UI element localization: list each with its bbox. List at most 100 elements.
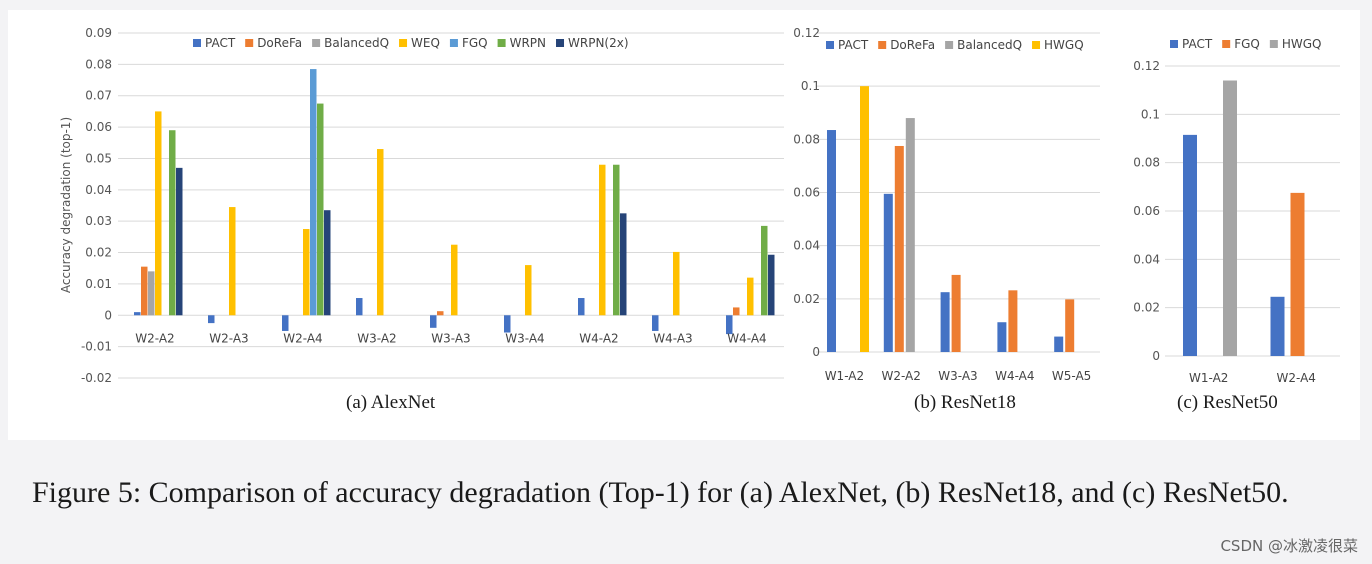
y-tick-label: 0.08 (793, 132, 820, 146)
legend-label: PACT (205, 36, 236, 50)
y-tick-label: 0.04 (1133, 252, 1160, 266)
bar-pact-w2-a4 (1270, 296, 1285, 356)
y-tick-label: 0.06 (793, 186, 820, 200)
y-tick-label: 0.05 (85, 151, 112, 165)
bar-hwgq-w1-a2 (1223, 80, 1237, 356)
bar-pact-w3-a4 (504, 315, 511, 333)
panel-c-background (1120, 10, 1360, 440)
bar-wrpn-w2-a4 (317, 103, 324, 316)
bar-weq-w2-a4 (303, 229, 310, 316)
bar-weq-w3-a4 (525, 265, 532, 316)
legend-label: WEQ (411, 36, 440, 50)
bar-wrpn2x-w4-a4 (768, 254, 775, 316)
bar-balancedq-w2-a2 (148, 271, 155, 316)
legend-swatch-weq (399, 39, 408, 47)
legend-label: BalancedQ (324, 36, 389, 50)
legend-swatch-balancedq (312, 39, 321, 47)
panel-a-background (8, 10, 786, 440)
bar-weq-w2-a3 (229, 207, 236, 316)
chart-canvas: -0.02 -0.01 0 0.01 0.02 0.03 0.04 0.05 0.06 0.07 0… (59, 26, 1340, 385)
chart-1: 0 0.02 0.04 0.06 0.08 0.1 0.12 W1-A2 W2-A2 W3-A3 W… (793, 26, 1100, 383)
y-tick-label: 0.06 (1133, 204, 1160, 218)
y-tick-label: 0.07 (85, 89, 112, 103)
x-tick-label: W2-A3 (209, 331, 248, 345)
legend-label: DoReFa (257, 36, 302, 50)
legend-swatch-fgq (449, 39, 458, 47)
y-tick-label: 0.06 (85, 120, 112, 134)
legend-swatch-dorefa (878, 41, 887, 49)
y-axis-title: Accuracy degradation (top-1) (59, 117, 73, 293)
legend-label: HWGQ (1282, 37, 1322, 51)
legend-swatch-fgq (1222, 40, 1231, 48)
bar-pact-w4-a2 (578, 298, 585, 316)
bar-dorefa-w2-a2 (141, 266, 148, 316)
legend-swatch-dorefa (245, 39, 254, 47)
y-tick-label: 0 (104, 308, 112, 322)
y-tick-label: 0 (812, 345, 820, 359)
legend-label: HWGQ (1044, 38, 1084, 52)
subcaption-resnet50: (c) ResNet50 (1177, 392, 1278, 413)
legend-label: FGQ (1234, 37, 1260, 51)
bar-dorefa-w4-a4 (733, 307, 740, 316)
y-tick-label: 0.09 (85, 26, 112, 40)
figure-caption: Figure 5: Comparison of accuracy degrada… (32, 476, 1289, 509)
panel-b-background (780, 10, 1120, 440)
legend-swatch-hwgq (1269, 40, 1278, 48)
bar-wrpn2x-w2-a2 (176, 167, 183, 316)
y-tick-label: 0.12 (793, 26, 820, 40)
bar-pact-w2-a2 (134, 312, 141, 316)
x-tick-label: W5-A5 (1052, 369, 1091, 383)
bar-wrpn2x-w2-a4 (324, 210, 331, 316)
bar-pact-w3-a2 (356, 298, 363, 316)
legend-swatch-wrpn (497, 39, 506, 47)
bar-fgq-w2-a4 (310, 69, 317, 316)
legend-swatch-pact (193, 39, 201, 47)
bar-weq-w2-a2 (155, 111, 162, 316)
bar-weq-w4-a3 (673, 251, 680, 316)
y-tick-label: 0.08 (85, 57, 112, 71)
bar-pact-w2-a2 (883, 193, 893, 352)
legend-label: DoReFa (890, 38, 935, 52)
x-tick-label: W1-A2 (825, 369, 864, 383)
x-tick-label: W4-A2 (579, 331, 618, 345)
bar-pact-w3-a3 (430, 315, 437, 328)
legend-swatch-pact (826, 41, 834, 49)
bar-dorefa-w5-a5 (1065, 299, 1075, 352)
bar-weq-w3-a2 (377, 149, 384, 316)
bar-pact-w3-a3 (940, 292, 950, 352)
bar-pact-w4-a3 (652, 315, 659, 331)
y-tick-label: 0.01 (85, 277, 112, 291)
bar-pact-w2-a4 (282, 315, 289, 331)
legend-label: FGQ (462, 36, 488, 50)
y-tick-label: 0.08 (1133, 156, 1160, 170)
y-tick-label: 0.03 (85, 214, 112, 228)
legend-label: PACT (1182, 37, 1213, 51)
y-tick-label: 0.1 (1141, 107, 1160, 121)
bar-wrpn-w4-a4 (761, 225, 768, 316)
bar-pact-w2-a3 (208, 315, 215, 324)
bar-wrpn-w4-a2 (613, 164, 620, 316)
watermark: CSDN @冰激凌很菜 (1220, 537, 1358, 555)
chart-2: 0 0.02 0.04 0.06 0.08 0.1 0.12 W1-A2 W2-A4 PACT FG… (1133, 37, 1340, 385)
bar-dorefa-w3-a3 (951, 274, 961, 352)
x-tick-label: W3-A3 (938, 369, 977, 383)
x-tick-label: W3-A3 (431, 331, 470, 345)
bar-dorefa-w2-a2 (894, 145, 904, 352)
bar-fgq-w2-a4 (1290, 192, 1305, 356)
x-tick-label: W1-A2 (1189, 371, 1228, 385)
x-tick-label: W4-A3 (653, 331, 692, 345)
y-tick-label: 0.02 (793, 292, 820, 306)
y-tick-label: 0.02 (1133, 301, 1160, 315)
legend-swatch-wrpn2x (556, 39, 565, 47)
x-tick-label: W3-A2 (357, 331, 396, 345)
x-tick-label: W2-A4 (1277, 371, 1316, 385)
x-tick-label: W4-A4 (727, 331, 766, 345)
legend-swatch-pact (1170, 40, 1178, 48)
subcaption-alexnet: (a) AlexNet (346, 392, 436, 413)
x-tick-label: W2-A2 (135, 331, 174, 345)
bar-wrpn-w2-a2 (169, 130, 176, 316)
x-tick-label: W3-A4 (505, 331, 544, 345)
subcaption-resnet18: (b) ResNet18 (914, 392, 1016, 413)
bar-weq-w4-a4 (747, 277, 754, 316)
